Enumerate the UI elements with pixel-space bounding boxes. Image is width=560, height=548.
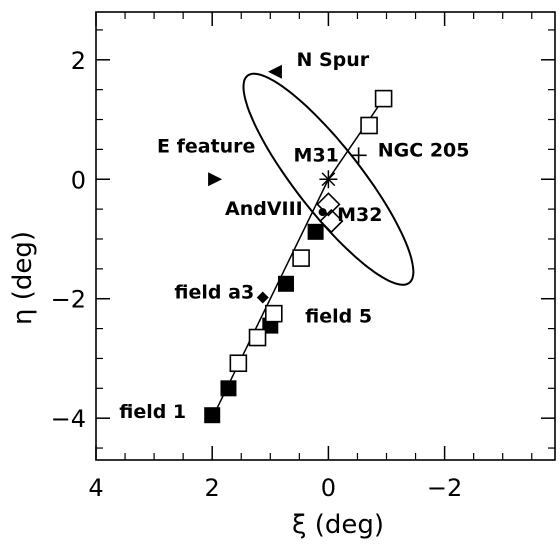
marker-plus bbox=[350, 147, 367, 164]
marker-filled-triangle-left bbox=[267, 64, 282, 79]
marker-filled-triangle-right bbox=[208, 172, 223, 187]
annotation-label: NGC 205 bbox=[378, 140, 470, 162]
marker-asterisk bbox=[319, 170, 338, 189]
marker-open-square bbox=[248, 328, 267, 347]
x-tick-label: 2 bbox=[205, 474, 220, 502]
y-tick-label: −2 bbox=[51, 286, 86, 314]
annotation-label: E feature bbox=[157, 135, 255, 157]
plot-frame bbox=[95, 11, 556, 461]
asterisk-stroke bbox=[321, 172, 336, 187]
annotation-label: field a3 bbox=[174, 282, 254, 304]
annotation-label: M31 bbox=[294, 144, 339, 166]
annotation-label: field 5 bbox=[305, 306, 372, 328]
marker-open-diamond bbox=[319, 208, 344, 234]
marker-open-square bbox=[229, 354, 248, 373]
annotation-label: AndVIII bbox=[225, 198, 303, 220]
x-tick-label: 0 bbox=[321, 474, 336, 502]
marker-dot bbox=[318, 208, 327, 217]
marker-filled-square bbox=[220, 380, 237, 397]
marker-open-square bbox=[374, 89, 393, 108]
marker-filled-diamond bbox=[256, 291, 269, 304]
marker-filled-square bbox=[277, 275, 294, 292]
data-marks bbox=[204, 64, 393, 424]
marker-open-square bbox=[264, 304, 283, 323]
y-tick-label: 0 bbox=[71, 166, 86, 194]
annotation-label: N Spur bbox=[296, 49, 369, 71]
y-tick-label: −4 bbox=[51, 405, 86, 433]
m31-disk-ellipse bbox=[242, 72, 415, 286]
marker-open-square bbox=[292, 249, 310, 267]
annotation-label: field 1 bbox=[119, 401, 186, 423]
x-tick-label: 4 bbox=[88, 474, 103, 502]
y-axis-title: η (deg) bbox=[8, 231, 38, 325]
x-tick-label: −2 bbox=[427, 474, 462, 502]
marker-open-square bbox=[360, 116, 378, 135]
marker-filled-square bbox=[307, 223, 324, 240]
axes: 4 2 0 −2 2 0 −2 −4 bbox=[51, 11, 556, 502]
annotations: N Spur E feature M31 NGC 205 AndVIII M32 field… bbox=[119, 49, 469, 423]
x-axis-title: ξ (deg) bbox=[292, 510, 384, 540]
marker-open-diamond bbox=[316, 192, 341, 217]
marker-filled-square bbox=[204, 407, 221, 424]
annotation-label: M32 bbox=[337, 204, 382, 226]
y-tick-label: 2 bbox=[71, 47, 86, 75]
